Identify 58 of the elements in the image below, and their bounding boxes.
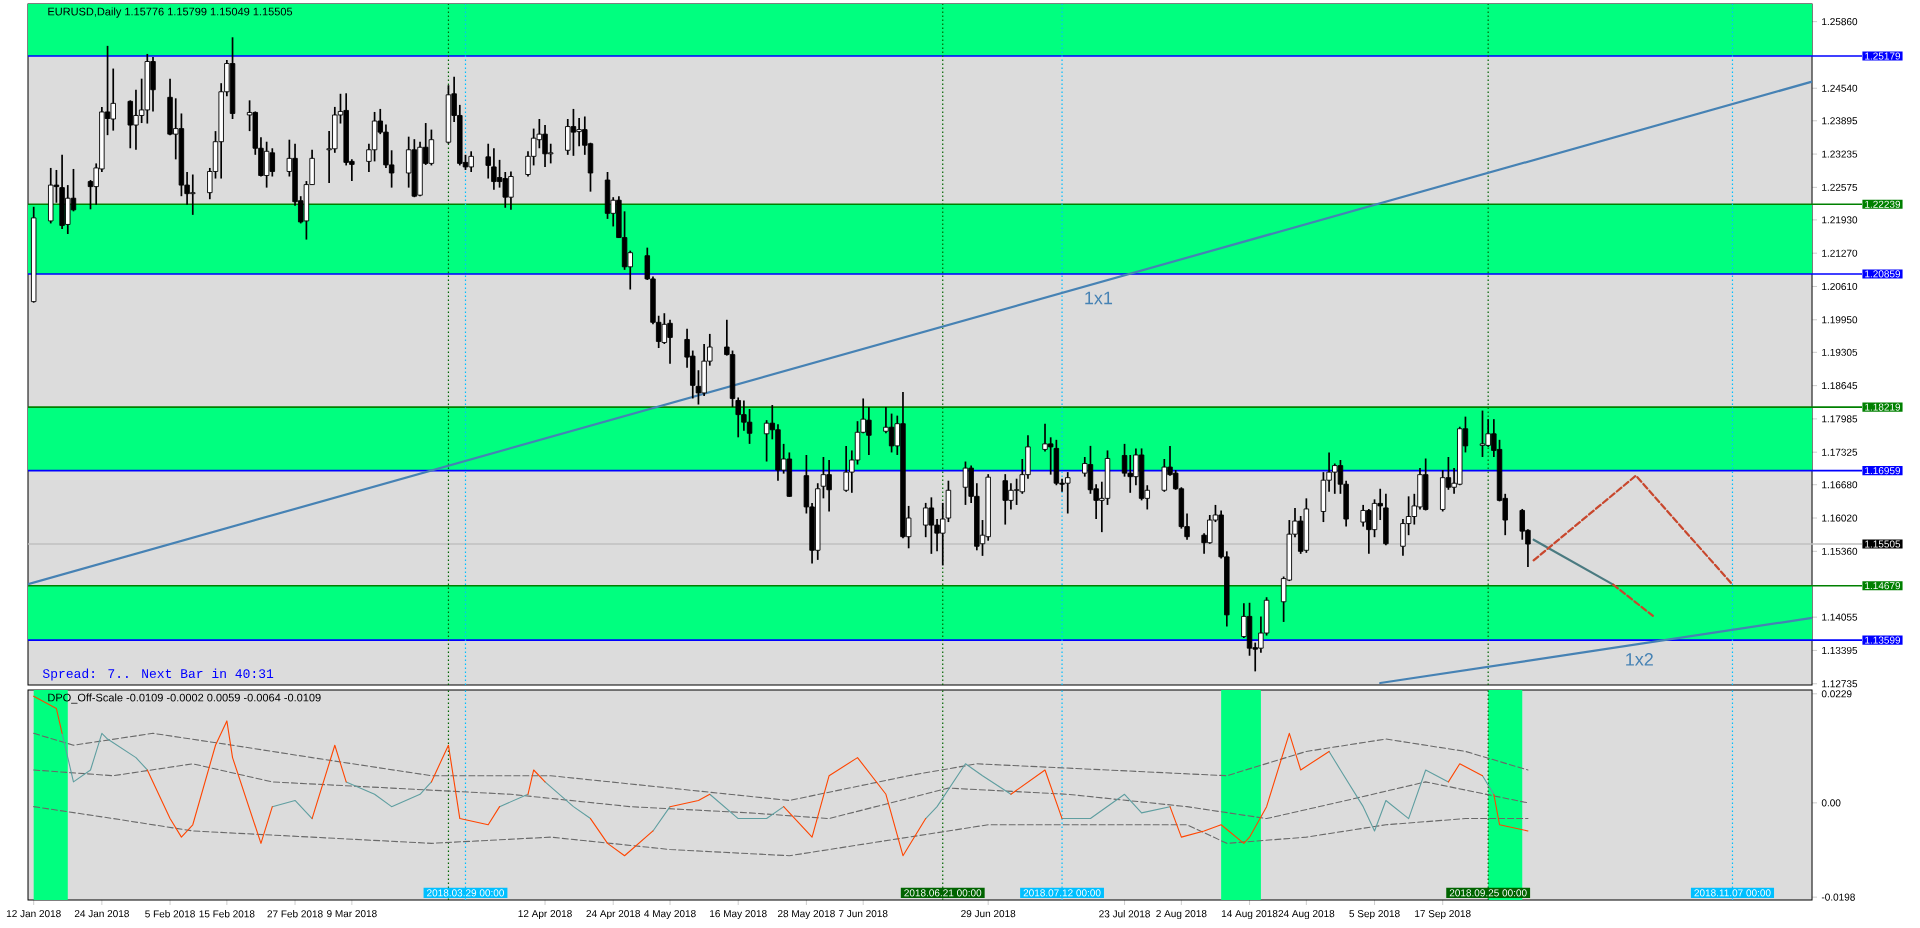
ref-line-label: 2018.09.25 00:00 [1449, 889, 1527, 897]
ref-line-label: 2018.11.07 00:00 [1694, 889, 1771, 897]
x-tick-label: 14 Aug 2018 [1221, 910, 1278, 920]
x-tick-label: 27 Feb 2018 [267, 910, 323, 918]
y-tick-label: 1.17325 [1822, 448, 1858, 456]
y-tick-label: 1.21930 [1822, 216, 1858, 224]
ref-line-label: 1.25179 [1865, 52, 1901, 60]
x-tick-label: 5 Sep 2018 [1349, 910, 1400, 920]
ref-line-label: 1.15505 [1865, 540, 1901, 548]
x-tick-label: 23 Jul 2018 [1099, 910, 1150, 918]
x-tick-label: 7 Jun 2018 [838, 910, 888, 918]
x-tick-label: 17 Sep 2018 [1415, 910, 1471, 920]
y-tick-label: 1.12735 [1822, 680, 1858, 688]
y-tick-label: 1.16020 [1822, 514, 1858, 522]
x-tick-label: 12 Jan 2018 [6, 910, 61, 918]
x-tick-label: 28 May 2018 [777, 910, 835, 920]
annotation: Spread: 7.. Next Bar in 40:31 [42, 668, 274, 681]
chart-title: EURUSD,Daily 1.15776 1.15799 1.15049 1.15505 [48, 7, 293, 18]
y-tick-label: 1.23895 [1822, 117, 1858, 125]
ref-line-label: 1.22239 [1865, 200, 1901, 208]
x-tick-label: 24 Aug 2018 [1278, 910, 1335, 920]
x-tick-label: 4 May 2018 [644, 910, 696, 920]
y-tick-label: 0.0229 [1821, 690, 1852, 698]
ref-line-label: 2018.07.12 00:00 [1023, 889, 1101, 897]
x-tick-label: 5 Feb 2018 [145, 910, 195, 918]
x-tick-label: 29 Jun 2018 [961, 910, 1016, 918]
y-tick-label: -0.0198 [1821, 893, 1855, 901]
series-label: 1x1 [1085, 291, 1113, 305]
y-tick-label: 1.19305 [1822, 348, 1858, 356]
ref-line-label: 1.16959 [1865, 467, 1901, 475]
y-tick-label: 1.14055 [1822, 613, 1858, 621]
y-tick-label: 1.17985 [1822, 415, 1858, 423]
y-tick-label: 1.18645 [1822, 382, 1858, 390]
x-tick-label: 16 May 2018 [710, 910, 767, 920]
y-tick-label: 1.25860 [1822, 18, 1858, 26]
series-label: 1x2 [1626, 653, 1653, 666]
ref-line-label: 1.14679 [1865, 582, 1901, 590]
y-tick-label: 1.16680 [1822, 481, 1858, 489]
y-tick-label: 1.24540 [1822, 84, 1858, 92]
ref-line-label: 2018.03.29 00:00 [427, 889, 505, 897]
ref-line-label: 1.18219 [1865, 403, 1901, 411]
x-tick-label: 24 Jan 2018 [74, 910, 129, 918]
y-tick-label: 1.21270 [1822, 249, 1858, 257]
y-tick-label: 1.22575 [1822, 183, 1858, 191]
y-tick-label: 1.20610 [1822, 282, 1858, 291]
ref-line-label: 1.20859 [1865, 270, 1901, 278]
y-tick-label: 1.19950 [1822, 316, 1858, 324]
x-tick-label: 2 Aug 2018 [1156, 910, 1207, 920]
y-tick-label: 0.00 [1821, 799, 1841, 807]
ref-line-label: 2018.06.21 00:00 [904, 889, 982, 897]
y-tick-label: 1.13395 [1822, 646, 1858, 654]
x-tick-label: 9 Mar 2018 [327, 910, 377, 918]
y-tick-label: 1.23235 [1822, 150, 1858, 158]
y-tick-label: 1.15360 [1822, 547, 1858, 555]
x-tick-label: 15 Feb 2018 [199, 910, 255, 918]
ref-line-label: 1.13599 [1865, 636, 1901, 644]
x-tick-label: 24 Apr 2018 [586, 910, 641, 920]
x-tick-label: 12 Apr 2018 [518, 910, 572, 920]
